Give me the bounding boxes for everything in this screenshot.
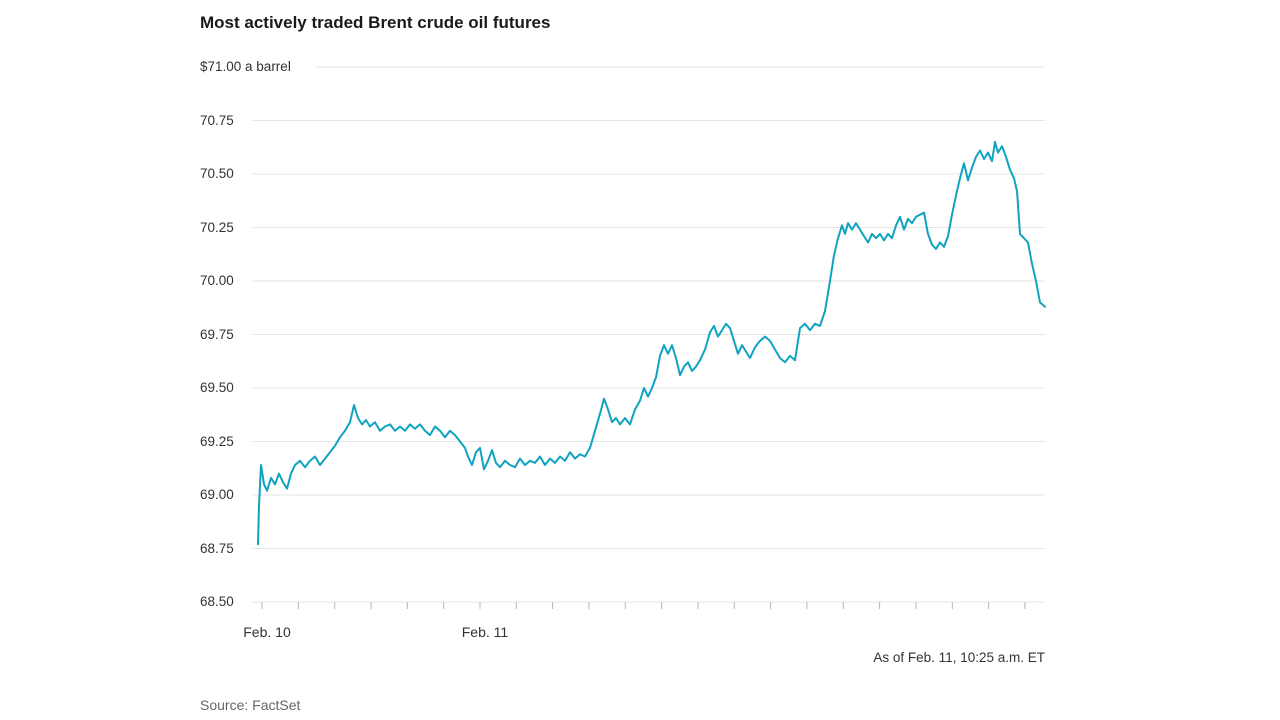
y-axis-label: 69.00 bbox=[200, 487, 234, 502]
y-axis-label: 68.75 bbox=[200, 540, 234, 556]
y-axis-label: 70.75 bbox=[200, 112, 234, 128]
chart-title: Most actively traded Brent crude oil fut… bbox=[200, 13, 551, 32]
y-axis-label: 70.25 bbox=[200, 219, 234, 235]
y-axis-label: 68.50 bbox=[200, 594, 234, 609]
y-axis-label: 69.25 bbox=[200, 433, 234, 449]
y-axis-unit-label: $71.00 a barrel bbox=[200, 59, 291, 74]
price-series-line bbox=[257, 140, 1046, 546]
y-axis-label: 69.75 bbox=[200, 326, 234, 342]
source-note: Source: FactSet bbox=[200, 697, 301, 713]
y-axis-label: 70.00 bbox=[200, 273, 234, 288]
as-of-note: As of Feb. 11, 10:25 a.m. ET bbox=[873, 650, 1045, 665]
y-axis-label: 69.50 bbox=[200, 380, 234, 395]
x-axis-label: Feb. 10 bbox=[243, 624, 291, 640]
x-axis-label: Feb. 11 bbox=[461, 624, 509, 640]
y-axis-label: 70.50 bbox=[200, 166, 234, 181]
